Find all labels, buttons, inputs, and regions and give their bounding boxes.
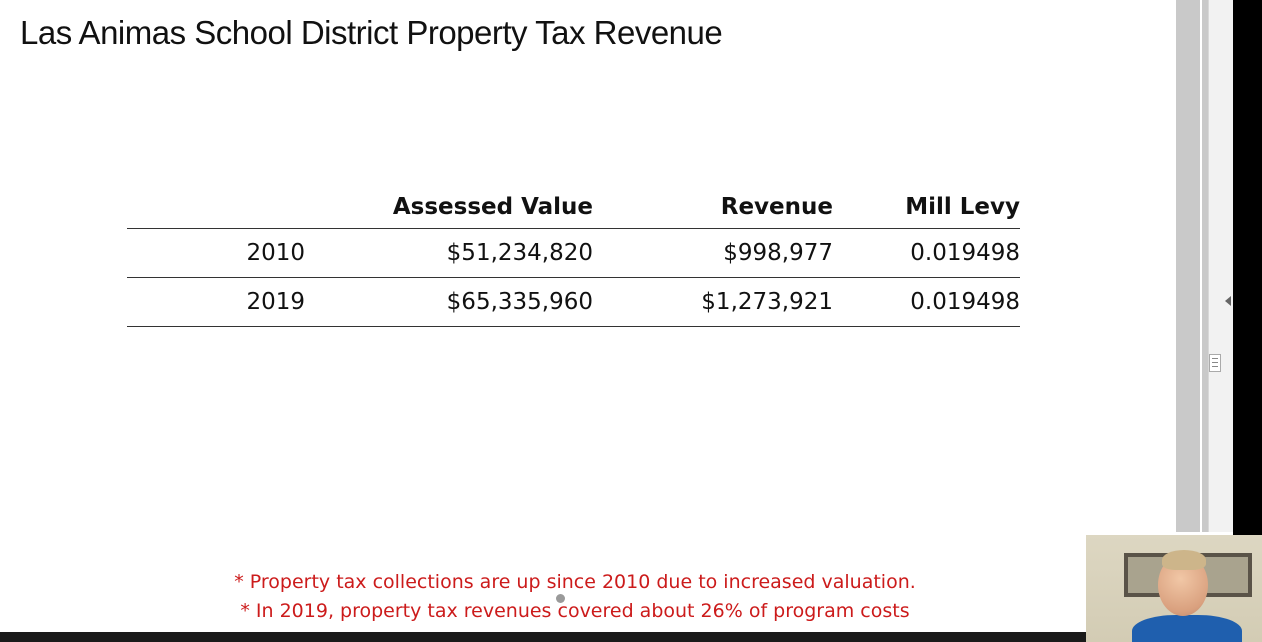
column-header-assessed-value: Assessed Value	[392, 194, 593, 220]
vertical-scrollbar[interactable]	[1208, 0, 1233, 532]
webcam-overlay	[1086, 535, 1262, 642]
cursor-dot-icon	[556, 594, 565, 603]
row-year: 2010	[246, 240, 305, 266]
column-header-revenue: Revenue	[720, 194, 833, 220]
row-year: 2019	[246, 289, 305, 315]
column-header-mill-levy: Mill Levy	[905, 194, 1020, 220]
row-mill-levy: 0.019498	[910, 289, 1020, 315]
column-header-year	[127, 186, 305, 229]
chevron-left-icon[interactable]	[1225, 296, 1231, 306]
grip-icon[interactable]	[1209, 354, 1221, 372]
slide-notes: * Property tax collections are up since …	[0, 568, 1150, 626]
row-assessed-value: $51,234,820	[446, 240, 593, 266]
presentation-slide: Las Animas School District Property Tax …	[0, 14, 1150, 626]
gutter-divider	[1200, 0, 1202, 532]
presenter-hair	[1162, 550, 1206, 570]
table-row: 2010 $51,234,820 $998,977 0.019498	[127, 229, 1020, 278]
row-revenue: $1,273,921	[701, 289, 833, 315]
row-assessed-value: $65,335,960	[446, 289, 593, 315]
row-revenue: $998,977	[723, 240, 833, 266]
tax-revenue-table: Assessed Value Revenue Mill Levy 2010 $5…	[127, 186, 1020, 327]
side-gutter	[1176, 0, 1208, 532]
table-row: 2019 $65,335,960 $1,273,921 0.019498	[127, 278, 1020, 327]
bottom-bar	[0, 632, 1262, 642]
note-collections: * Property tax collections are up since …	[234, 571, 916, 593]
note-program-costs: * In 2019, property tax revenues covered…	[240, 600, 910, 622]
slide-title: Las Animas School District Property Tax …	[20, 14, 723, 51]
table-header-row: Assessed Value Revenue Mill Levy	[127, 186, 1020, 229]
presenter-shirt	[1132, 615, 1242, 642]
row-mill-levy: 0.019498	[910, 240, 1020, 266]
